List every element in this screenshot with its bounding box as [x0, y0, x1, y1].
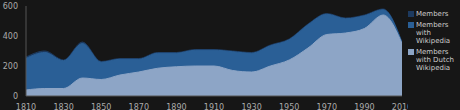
svg-text:200: 200 [8, 62, 18, 71]
svg-text:1890: 1890 [166, 103, 186, 110]
svg-text:2010: 2010 [392, 103, 408, 110]
html-text:Members with Dutch Wikipedia: Members with Dutch Wikipedia [416, 48, 454, 72]
svg-text:1810: 1810 [16, 103, 36, 110]
svg-text:1990: 1990 [354, 103, 374, 110]
svg-text:600: 600 [8, 2, 18, 11]
svg-text:1830: 1830 [53, 103, 73, 110]
svg-text:1930: 1930 [241, 103, 261, 110]
svg-text:0: 0 [13, 92, 18, 101]
svg-text:1910: 1910 [204, 103, 224, 110]
svg-text:400: 400 [8, 32, 18, 41]
html-text:Members with Wikipedia: Members with Wikipedia [416, 21, 451, 45]
svg-text:1850: 1850 [91, 103, 111, 110]
html-text:Members: Members [416, 10, 449, 18]
svg-text:1950: 1950 [279, 103, 299, 110]
svg-text:1970: 1970 [317, 103, 337, 110]
svg-text:1870: 1870 [129, 103, 149, 110]
